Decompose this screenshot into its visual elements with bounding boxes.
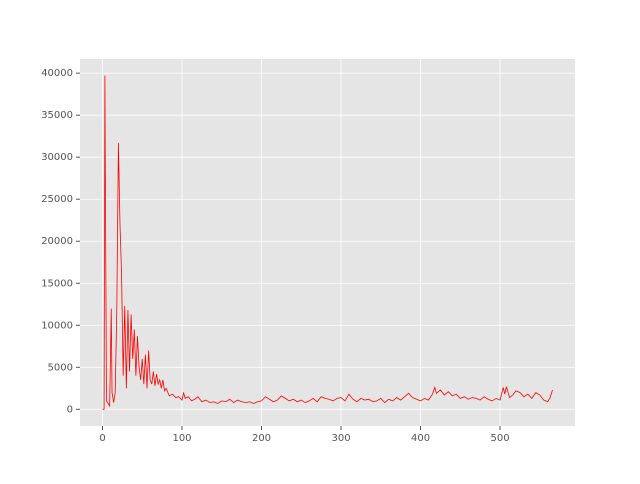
y-tick-label: 25000 [41, 194, 73, 205]
plot-area [80, 59, 575, 426]
y-tick-label: 10000 [41, 320, 73, 331]
x-tick-label: 200 [252, 433, 271, 444]
y-tick-label: 15000 [41, 278, 73, 289]
y-tick-label: 40000 [41, 68, 73, 79]
x-tick-label: 100 [172, 433, 191, 444]
y-tick-label: 5000 [48, 362, 73, 373]
y-tick-label: 30000 [41, 152, 73, 163]
x-tick-label: 0 [99, 433, 105, 444]
y-tick-label: 0 [67, 404, 73, 415]
x-tick-label: 500 [490, 433, 509, 444]
x-tick-label: 400 [411, 433, 430, 444]
y-tick-label: 35000 [41, 110, 73, 121]
line [102, 75, 553, 410]
x-tick-label: 300 [331, 433, 350, 444]
y-tick-label: 20000 [41, 236, 73, 247]
